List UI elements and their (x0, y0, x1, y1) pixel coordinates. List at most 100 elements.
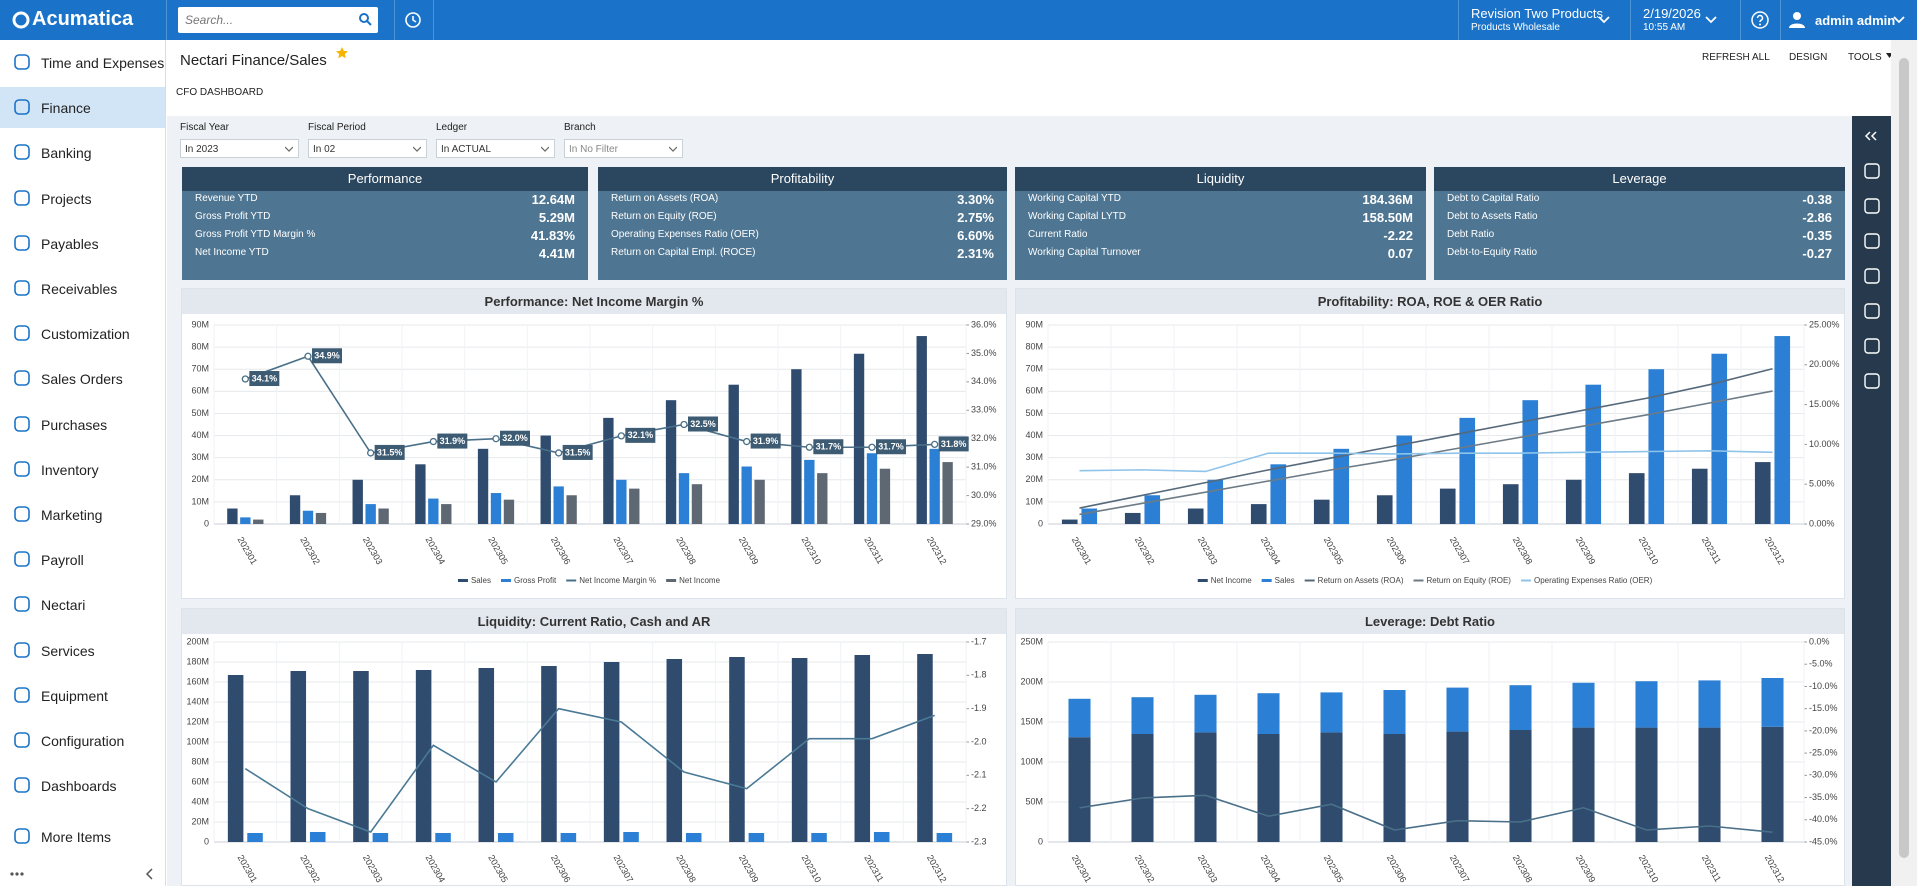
nav-item[interactable]: Equipment (0, 675, 165, 716)
kpi-title: Profitability (598, 167, 1007, 191)
select-chevron (669, 146, 677, 152)
x-tick-label: 202306 (1385, 853, 1409, 884)
nav-item[interactable]: Purchases (0, 404, 165, 445)
nav-item[interactable]: Projects (0, 178, 165, 219)
bar (685, 833, 702, 842)
filter-value: In 2023 (185, 144, 219, 155)
nav-item[interactable]: Payroll (0, 539, 165, 580)
filter-select[interactable]: In 02 (308, 139, 427, 158)
data-label: 34.1% (252, 373, 278, 383)
bar (1333, 448, 1350, 524)
nav-item[interactable]: More Items (0, 816, 165, 857)
search-icon[interactable] (358, 12, 372, 26)
x-tick-label: 202302 (298, 853, 322, 884)
y-tick-label: 160M (186, 676, 209, 686)
x-tick-label: 202310 (800, 853, 824, 884)
filter-select[interactable]: In ACTUAL (436, 139, 555, 158)
bar-segment (1194, 694, 1217, 733)
x-tick-label: 202306 (549, 535, 573, 566)
more-dot (15, 872, 19, 876)
x-tick-label: 202309 (1574, 535, 1598, 566)
scrollbar-thumb[interactable] (1899, 58, 1909, 858)
nav-item[interactable]: Payables (0, 223, 165, 264)
collapse-panel-button[interactable] (1864, 131, 1877, 141)
nav-item[interactable]: Sales Orders (0, 358, 165, 399)
line-marker (868, 443, 876, 451)
nav-item[interactable]: Dashboards (0, 765, 165, 806)
nav-item[interactable]: Banking (0, 132, 165, 173)
nav-item[interactable]: Configuration (0, 720, 165, 761)
nav-item[interactable]: Nectari (0, 584, 165, 625)
data-label-box (312, 348, 342, 364)
bar (302, 510, 314, 524)
more-dot (10, 872, 14, 876)
nav-item[interactable]: Services (0, 630, 165, 671)
x-tick-label: 202305 (1322, 535, 1346, 566)
x-tick-label: 202308 (674, 853, 698, 884)
y-tick-label: 100M (186, 736, 209, 746)
chevron[interactable] (1893, 15, 1905, 25)
bar (1628, 473, 1645, 524)
toolbar-button[interactable] (1864, 373, 1880, 389)
time[interactable]: 10:55 AM (1643, 22, 1686, 33)
toolbar-button[interactable] (1864, 268, 1880, 284)
bar-segment (1698, 727, 1721, 842)
search-box[interactable] (178, 7, 378, 33)
bar (253, 519, 264, 524)
action-refresh[interactable]: REFRESH ALL (1702, 52, 1770, 63)
toolbar-button[interactable] (1864, 303, 1880, 319)
y2-tick-label: 25.00% (1809, 319, 1840, 329)
data-label-box (437, 433, 468, 449)
nav-label: Projects (41, 190, 92, 207)
nav-item[interactable]: Receivables (0, 268, 165, 309)
kpi-card: Performance Revenue YTD 12.64M Gross Profit… (182, 167, 588, 280)
nav-item[interactable]: Time and Expenses (0, 42, 165, 83)
x-tick-label: 202306 (549, 853, 573, 884)
company-name[interactable]: Revision Two Products (1471, 6, 1603, 21)
nav-label: Payroll (41, 552, 84, 569)
toolbar-button[interactable] (1864, 338, 1880, 354)
nav-icon (14, 777, 30, 793)
y2-tick-label: -30.0% (1809, 770, 1838, 780)
toolbar-button[interactable] (1864, 233, 1880, 249)
kpi-label: Gross Profit YTD (195, 211, 271, 222)
kpi-value: 5.29M (538, 210, 575, 225)
date[interactable]: 2/19/2026 (1643, 6, 1701, 21)
nav-label: Payables (41, 235, 99, 252)
toolbar-button[interactable] (1864, 163, 1880, 179)
help-button[interactable] (1750, 10, 1770, 30)
toolbar-button[interactable] (1864, 198, 1880, 214)
line-marker (555, 449, 563, 457)
filter-select[interactable]: In No Filter (564, 139, 683, 158)
favorite-star[interactable] (336, 47, 348, 59)
nav-icon (14, 732, 30, 748)
kpi-title: Leverage (1434, 167, 1845, 191)
nav-icon-shape (14, 460, 30, 477)
action-tools[interactable]: TOOLS (1848, 52, 1882, 63)
nav-icon-shape (14, 99, 30, 115)
bar (929, 448, 940, 524)
branch-name[interactable]: Products Wholesale (1471, 22, 1560, 33)
y2-tick-label: -2.0 (971, 736, 987, 746)
nav-icon (14, 506, 30, 522)
history-button[interactable] (403, 10, 423, 30)
user-icon[interactable] (1789, 11, 1805, 29)
filter-value: In No Filter (569, 144, 618, 155)
action-design[interactable]: DESIGN (1789, 52, 1828, 63)
nav-item[interactable]: Finance (0, 87, 165, 129)
nav-item[interactable]: Inventory (0, 449, 165, 490)
nav-item[interactable]: Customization (0, 313, 165, 354)
logo[interactable]: Acumatica (32, 8, 134, 30)
nav-item[interactable]: Marketing (0, 494, 165, 535)
chevron[interactable] (1705, 15, 1717, 25)
bar-segment (1635, 681, 1658, 728)
user-name[interactable]: admin admin (1815, 13, 1896, 28)
kpi-label: Net Income YTD (195, 247, 269, 258)
bar-segment (1572, 682, 1595, 728)
y-tick-label: 10M (191, 496, 209, 506)
collapse-button[interactable] (145, 868, 153, 880)
nav-label: Finance (41, 100, 91, 117)
filter-select[interactable]: In 2023 (180, 139, 299, 158)
chevron[interactable] (1598, 15, 1610, 25)
